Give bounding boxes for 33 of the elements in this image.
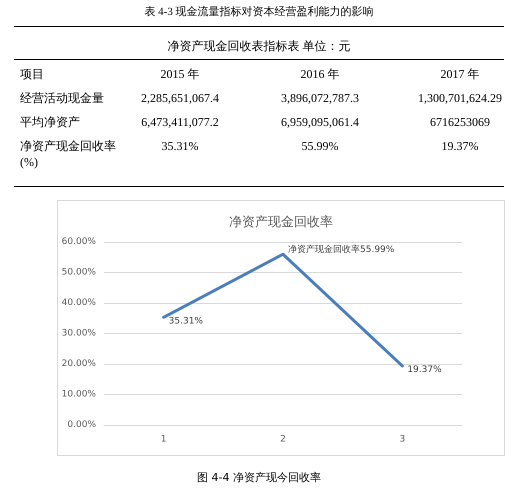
y-tick-label: 10.00%	[62, 390, 96, 400]
data-label: 净资产现金回收率55.99%	[288, 244, 395, 256]
text: 平均净资产	[20, 114, 81, 130]
data-label: 35.31%	[168, 316, 204, 326]
text: 55.99%	[300, 138, 340, 154]
text: 2017 年	[440, 66, 480, 82]
y-tick-label: 60.00%	[62, 237, 96, 247]
text: 6,959,095,061.4	[280, 114, 360, 130]
caption: 图 4-4 净资产现今回收率	[196, 470, 322, 485]
text: 项目	[20, 66, 45, 82]
text: 3,896,072,787.3	[280, 90, 360, 106]
text: 6716253069	[429, 114, 491, 130]
text: 6,473,411,077.2	[140, 114, 220, 130]
y-tick-label: 20.00%	[62, 359, 96, 369]
text: 表 4-3 现金流量指标对资本经营盈利能力的影响	[143, 4, 375, 19]
chart-title: 净资产现金回收率	[229, 214, 333, 230]
data-label: 19.37%	[407, 364, 442, 375]
text: 2016 年	[300, 66, 340, 82]
text: 净资产现金回收率 (%)	[20, 138, 117, 170]
text: 1,300,701,624.29	[417, 90, 503, 106]
text: 2,285,651,067.4	[140, 90, 220, 106]
text: 经营活动现金量	[20, 90, 105, 106]
y-tick-label: 50.00%	[62, 268, 96, 278]
text: 19.37%	[440, 138, 480, 154]
x-tick-label: 2	[280, 434, 286, 444]
y-tick-label: 30.00%	[62, 328, 96, 338]
x-tick-label: 3	[399, 434, 406, 444]
text: 2015 年	[160, 66, 200, 82]
text: 35.31%	[160, 138, 200, 154]
y-tick-label: 40.00%	[62, 298, 96, 308]
text: 净资产现金回收表指标表 单位：元	[166, 38, 352, 55]
y-tick-label: 0.00%	[67, 420, 96, 430]
x-tick-label: 1	[160, 434, 167, 444]
